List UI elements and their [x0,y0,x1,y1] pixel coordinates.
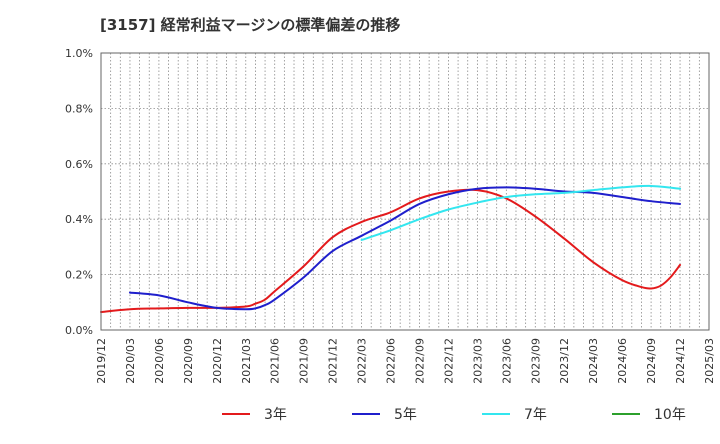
x-tick-label: 2021/03 [240,338,253,384]
y-tick-label: 0.6% [65,158,93,171]
x-tick-label: 2021/06 [269,338,282,384]
x-tick-label: 2023/12 [558,338,571,384]
x-tick-label: 2023/06 [500,338,513,384]
y-tick-label: 0.4% [65,213,93,226]
x-tick-label: 2019/12 [95,338,108,384]
x-tick-label: 2021/09 [298,338,311,384]
y-tick-label: 0.8% [65,102,93,115]
legend-layer: 3年 5年 7年 10年 [222,407,686,423]
x-tick-label: 2020/12 [211,338,224,384]
y-tick-label: 0.0% [65,324,93,337]
grid-layer [101,53,709,330]
x-tick-label: 2022/06 [385,338,398,384]
plot-background [101,53,709,330]
chart-title: [3157] 経常利益マージンの標準偏差の推移 [100,16,401,34]
plot-frame [100,52,710,331]
x-tick-label: 2025/03 [703,338,716,384]
x-tick-label: 2020/03 [124,338,137,384]
axis-layer: 0.0% 0.2% 0.4% 0.6% 0.8% 1.0% 2019/12 2020/03 20… [65,47,716,384]
x-tick-label: 2023/03 [471,338,484,384]
x-tick-label: 2024/06 [616,338,629,384]
x-tick-label: 2022/03 [356,338,369,384]
y-tick-label: 0.2% [65,269,93,282]
x-tick-label: 2024/03 [587,338,600,384]
legend-label: 3年 [264,407,287,423]
x-tick-label: 2022/12 [442,338,455,384]
x-tick-label: 2020/06 [153,338,166,384]
legend-label: 10年 [654,407,686,423]
legend-label: 7年 [524,407,547,423]
series-layer [100,184,682,313]
y-tick-label: 1.0% [65,47,93,60]
x-tick-label: 2021/12 [327,338,340,384]
x-tick-label: 2023/09 [529,338,542,384]
x-tick-label: 2020/09 [182,338,195,384]
legend-label: 5年 [394,407,417,423]
x-tick-label: 2022/09 [413,338,426,384]
series-line-7年 [360,184,682,241]
x-tick-label: 2024/12 [674,338,687,384]
x-tick-label: 2024/09 [645,338,658,384]
